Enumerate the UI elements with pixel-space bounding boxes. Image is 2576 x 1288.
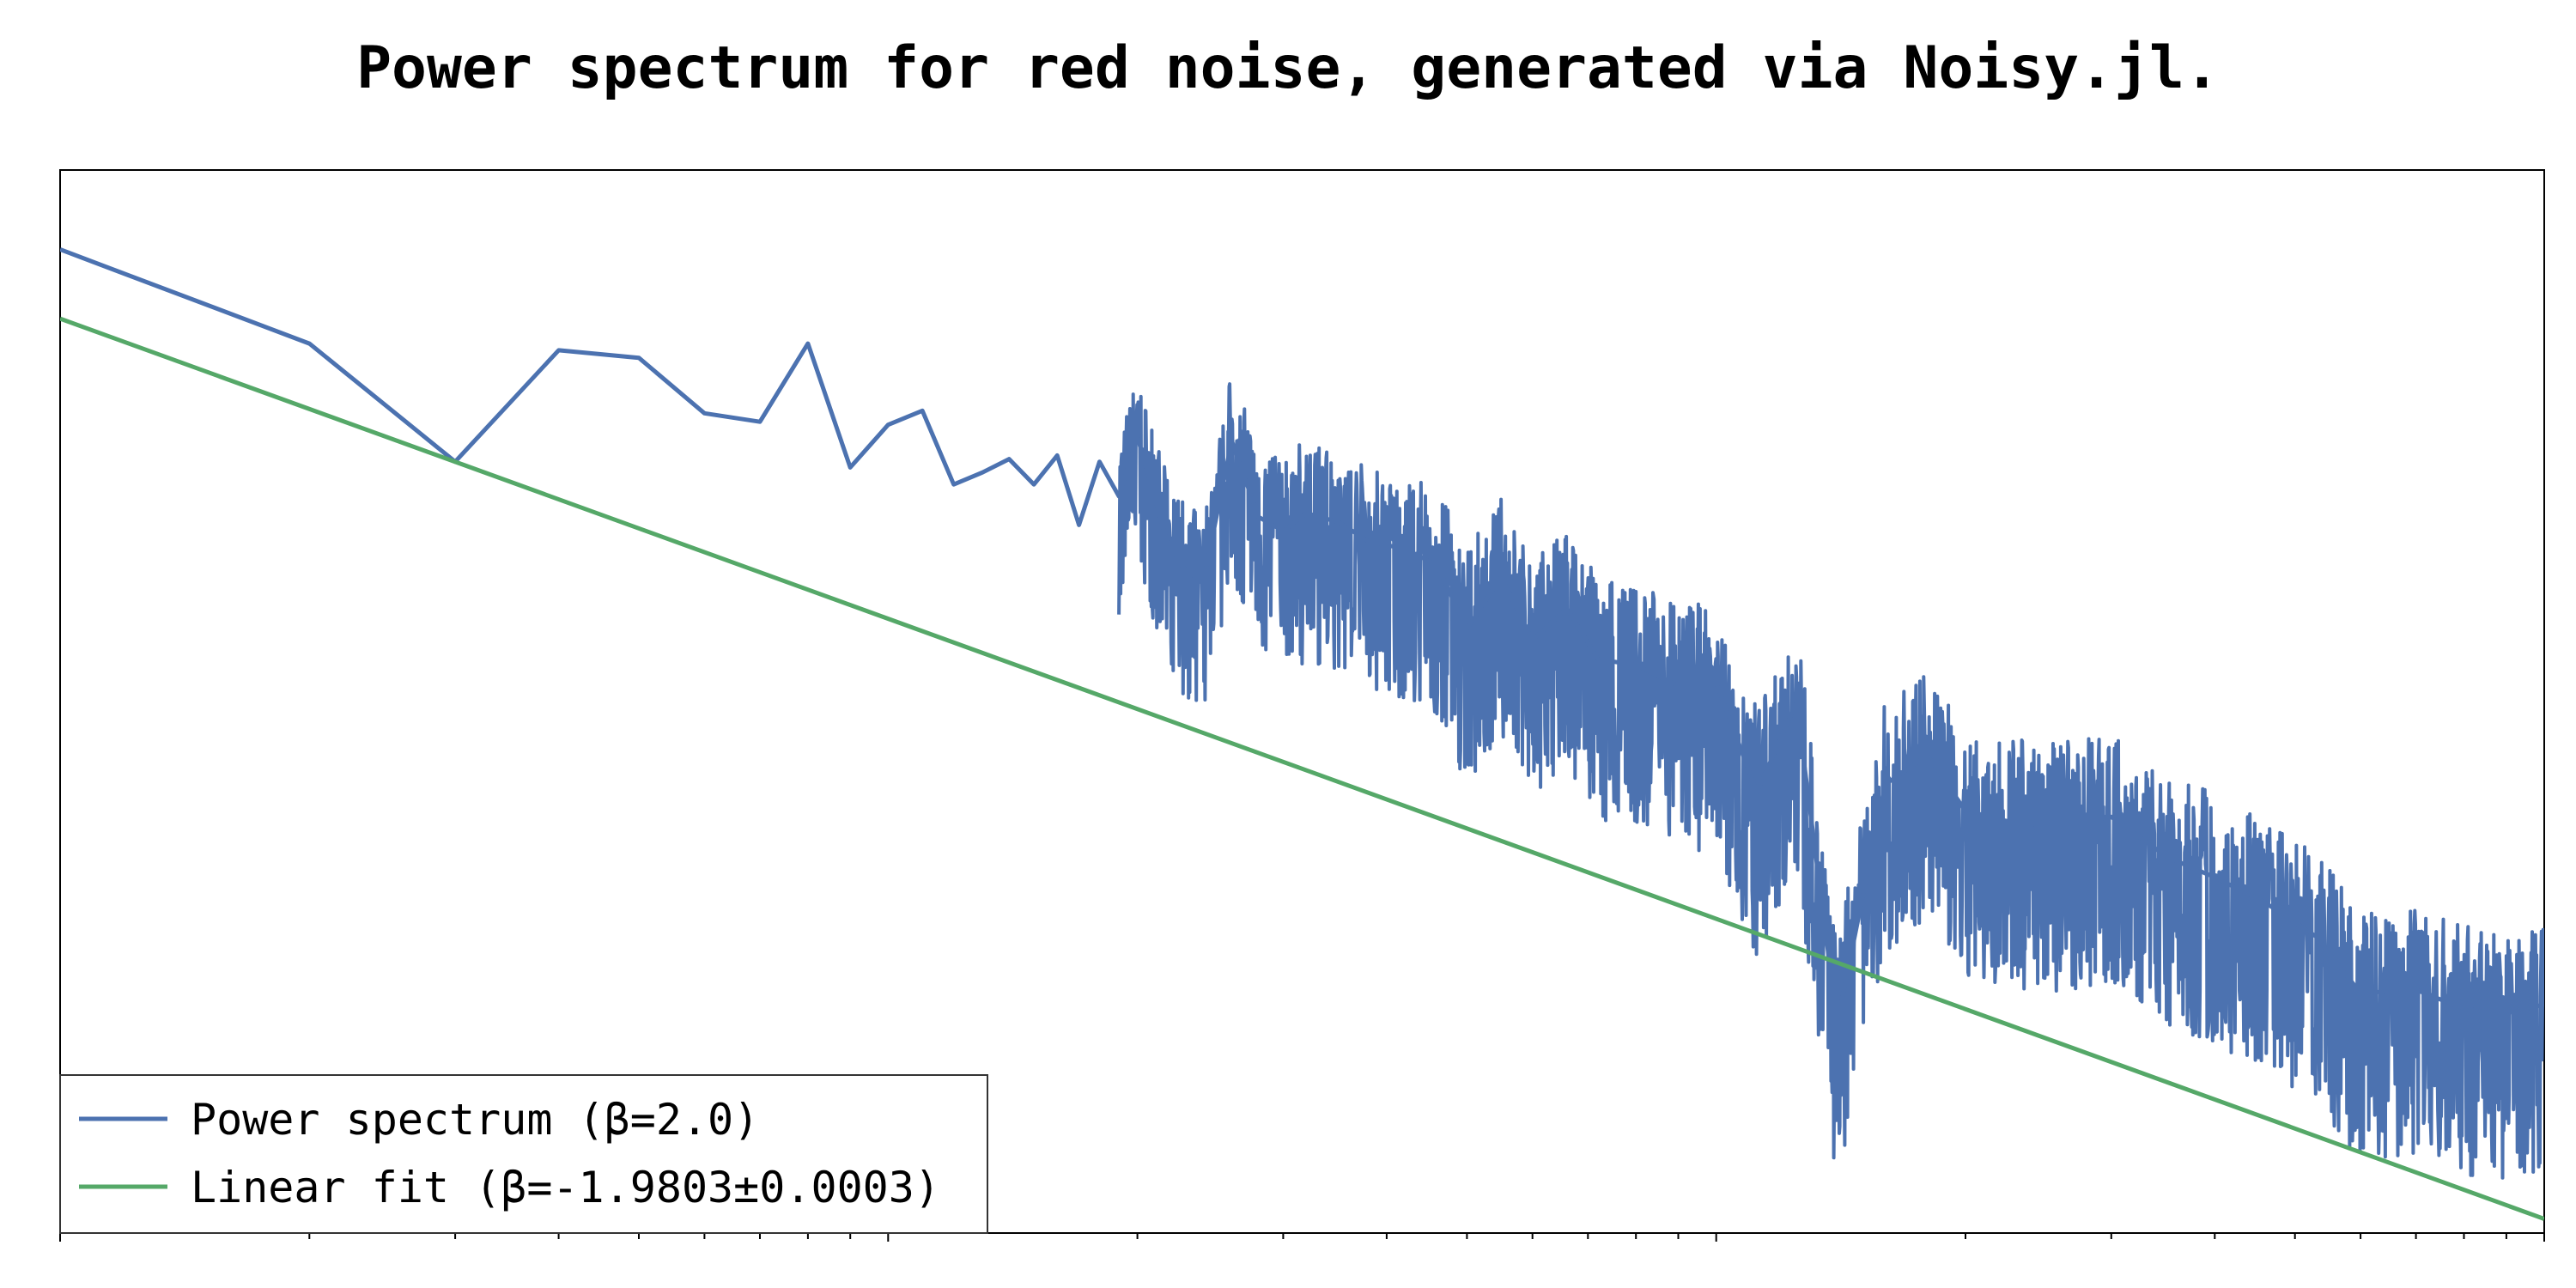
series-power-spectrum — [60, 247, 2544, 1180]
legend-label-spectrum: Power spectrum (β=2.0) — [191, 1095, 759, 1145]
spectrum-noise-trace — [1117, 382, 2544, 1180]
series-linear-fit — [60, 316, 2544, 1221]
x-axis-ticks — [59, 1233, 2545, 1242]
series-layer — [60, 247, 2544, 1221]
spectrum-line — [60, 247, 2544, 1026]
legend-box — [59, 1074, 988, 1234]
legend: Power spectrum (β=2.0) Linear fit (β=-1.… — [59, 1074, 988, 1234]
fit-line — [60, 316, 2544, 1221]
legend-label-fit: Linear fit (β=-1.9803±0.0003) — [191, 1163, 940, 1212]
chart-title: Power spectrum for red noise, generated … — [356, 34, 2220, 102]
plot-frame — [59, 169, 2545, 1234]
